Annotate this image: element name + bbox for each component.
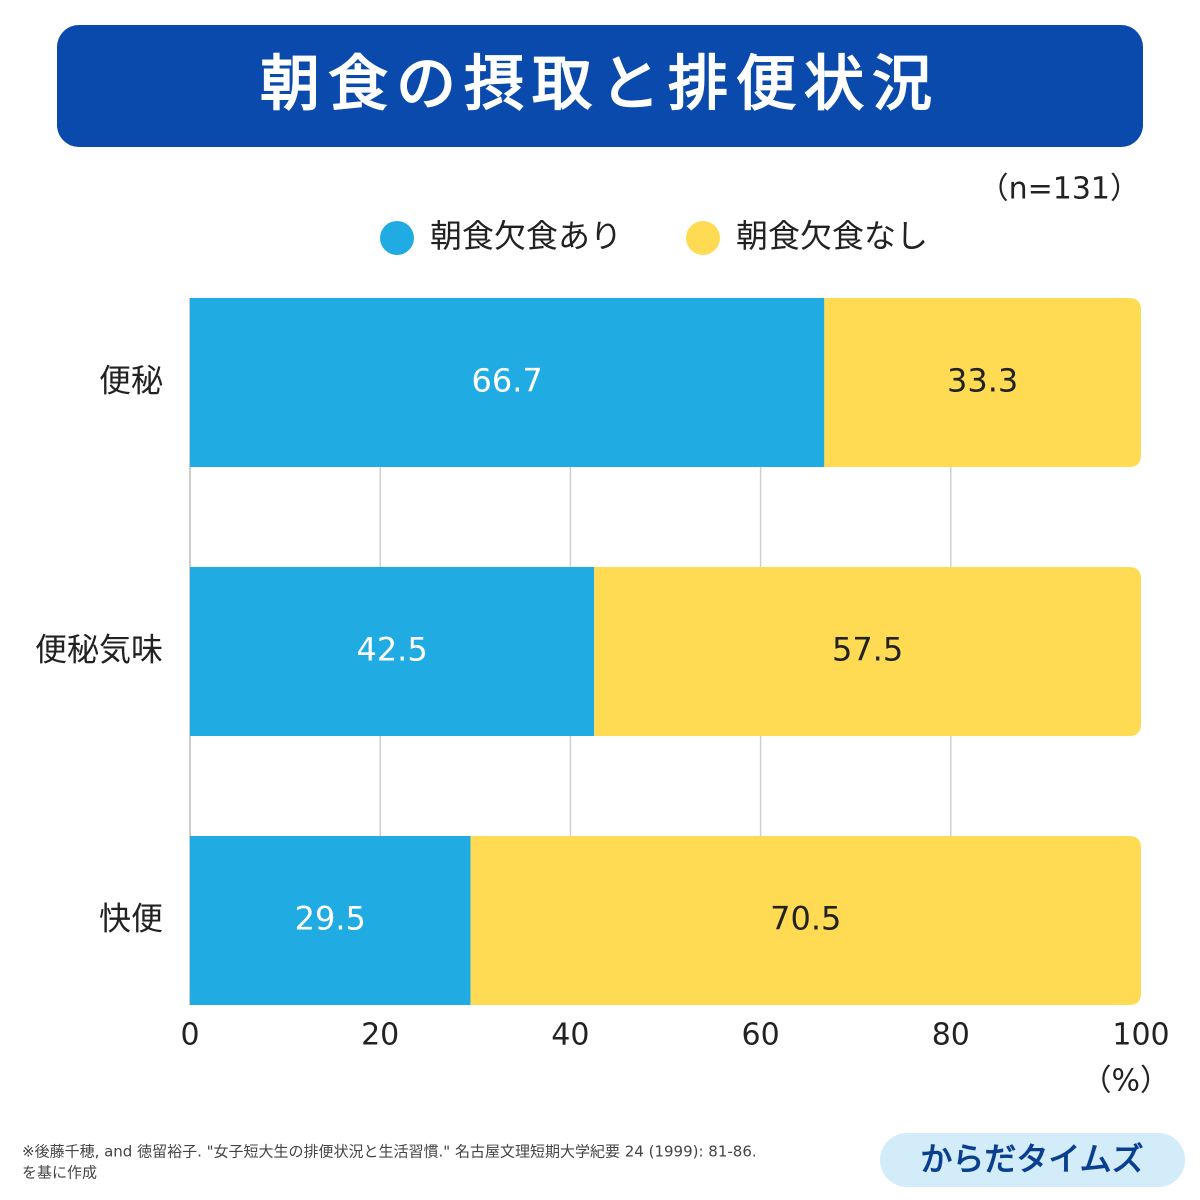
bar-segment	[470, 836, 1141, 1005]
data-label: 70.5	[770, 900, 841, 938]
x-tick-label: 100	[1112, 1018, 1169, 1053]
x-tick-label: 60	[742, 1018, 780, 1053]
x-unit: （%）	[1081, 1064, 1170, 1099]
bar-segment	[190, 567, 595, 736]
legend-swatch	[686, 221, 720, 255]
data-label: 29.5	[295, 900, 366, 938]
y-tick-label: 便秘	[99, 362, 163, 400]
footnote: ※後藤千穂, and 徳留裕子. "女子短大生の排便状況と生活習慣." 名古屋文…	[22, 1143, 757, 1161]
x-tick-label: 20	[361, 1018, 399, 1053]
legend-label: 朝食欠食なし	[736, 217, 928, 255]
footnote: を基に作成	[22, 1164, 97, 1182]
data-label: 42.5	[356, 631, 427, 669]
x-tick-label: 40	[551, 1018, 589, 1053]
data-label: 66.7	[472, 362, 543, 400]
x-tick-label: 80	[932, 1018, 970, 1053]
bar-segment	[190, 298, 825, 467]
brand: からだタイムズ	[920, 1140, 1143, 1178]
brand-badge	[880, 1133, 1185, 1187]
bar-segment	[594, 567, 1141, 736]
bar-segment	[190, 836, 471, 1005]
title-banner	[57, 25, 1143, 147]
data-label: 33.3	[947, 362, 1018, 400]
x-tick-label: 0	[180, 1018, 199, 1053]
y-tick-label: 快便	[99, 900, 163, 938]
legend-swatch	[380, 221, 414, 255]
chart-title: 朝食の摂取と排便状況	[260, 50, 940, 120]
legend-label: 朝食欠食あり	[430, 217, 622, 255]
sample-note: （n=131）	[979, 172, 1140, 207]
bar-segment	[824, 298, 1141, 467]
y-tick-label: 便秘気味	[35, 631, 163, 669]
data-label: 57.5	[832, 631, 903, 669]
